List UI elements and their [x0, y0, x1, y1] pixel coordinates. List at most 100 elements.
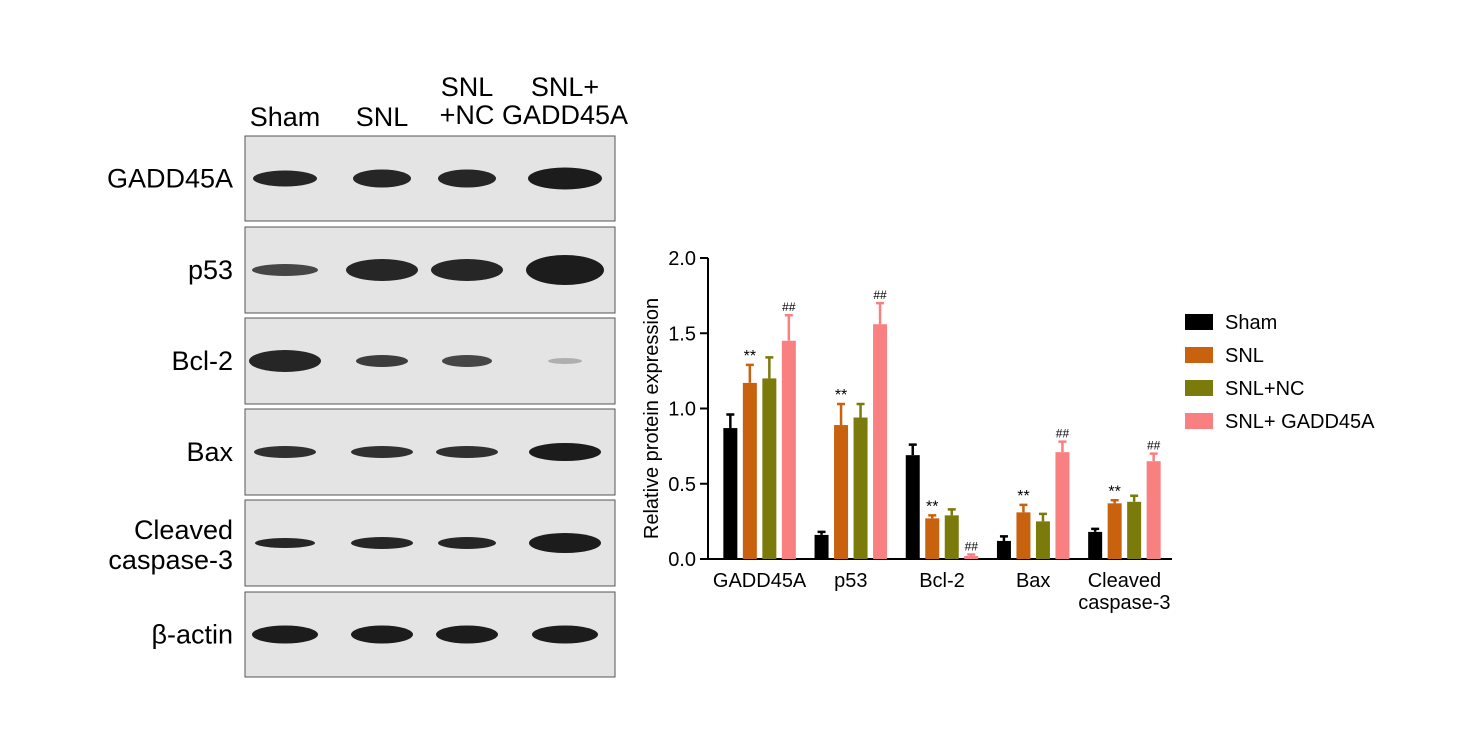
lane-label: Sham: [250, 102, 321, 132]
band: [436, 446, 498, 458]
error-bar: [726, 413, 735, 429]
bar: [1107, 503, 1122, 559]
band: [548, 358, 582, 364]
significance-label: **: [835, 387, 847, 404]
protein-label: Bcl-2: [171, 346, 233, 376]
y-tick-label: 0.5: [668, 474, 696, 496]
band: [249, 350, 321, 372]
error-bar: [1058, 440, 1067, 453]
band: [438, 537, 496, 549]
significance-label: ##: [965, 539, 979, 553]
band: [346, 259, 418, 281]
y-tick-label: 2.0: [668, 248, 696, 270]
protein-label: β-actin: [151, 620, 233, 650]
bar: [964, 555, 979, 559]
bar: [723, 428, 738, 559]
band: [442, 355, 492, 367]
significance-label: **: [1017, 488, 1029, 505]
error-bar: [1038, 512, 1047, 522]
error-bar: [967, 553, 976, 556]
bar: [1088, 531, 1103, 559]
significance-label: **: [1108, 483, 1120, 500]
error-bar: [947, 508, 956, 516]
bar: [873, 324, 888, 559]
bar: [944, 515, 959, 559]
bar: [1055, 452, 1070, 559]
error-bar: [908, 443, 917, 456]
legend-swatch: [1185, 413, 1213, 429]
error-bar: [876, 301, 885, 325]
band: [436, 625, 498, 644]
significance-label: **: [744, 348, 756, 365]
x-tick-label: p53: [834, 570, 867, 592]
band: [529, 533, 601, 553]
bar: [814, 534, 829, 559]
legend-label: SNL: [1225, 345, 1264, 367]
bar: [762, 378, 777, 559]
error-bar: [856, 402, 865, 418]
significance-label: ##: [782, 300, 796, 314]
bar: [853, 417, 868, 559]
x-tick-label: GADD45A: [713, 570, 807, 592]
error-bar: [837, 402, 846, 426]
band: [253, 170, 317, 187]
protein-label: GADD45A: [107, 164, 233, 194]
y-tick-label: 1.5: [668, 323, 696, 345]
band: [526, 255, 604, 285]
legend-label: Sham: [1225, 312, 1277, 334]
error-bar: [817, 530, 826, 535]
band: [438, 169, 496, 188]
x-tick-label: Bcl-2: [919, 570, 965, 592]
legend-swatch: [1185, 347, 1213, 363]
bar: [1127, 501, 1142, 559]
error-bar: [1149, 452, 1158, 462]
bar: [996, 540, 1011, 559]
band: [252, 625, 318, 644]
bar: [925, 518, 940, 559]
bar: [1016, 512, 1031, 559]
protein-label: Bax: [186, 437, 233, 467]
band: [353, 169, 411, 188]
x-tick-label: Cleaved caspase-3: [1078, 570, 1170, 614]
error-bar: [928, 514, 937, 519]
band: [254, 446, 316, 458]
bar: [742, 382, 757, 559]
significance-label: **: [926, 498, 938, 515]
band: [532, 625, 598, 644]
y-tick-label: 1.0: [668, 399, 696, 421]
bar: [834, 425, 849, 559]
legend-swatch: [1185, 380, 1213, 396]
bar: [1146, 461, 1161, 559]
significance-label: ##: [1147, 439, 1161, 453]
band: [252, 264, 318, 276]
lane-label: SNL: [356, 102, 409, 132]
error-bar: [1019, 503, 1028, 513]
legend-label: SNL+ GADD45A: [1225, 411, 1375, 433]
bar: [905, 455, 920, 559]
lane-label: SNL +NC: [440, 72, 495, 130]
error-bar: [1130, 494, 1139, 502]
band: [431, 259, 503, 281]
bar: [781, 340, 796, 559]
error-bar: [999, 535, 1008, 541]
band: [529, 443, 601, 461]
lane-label: SNL+ GADD45A: [502, 72, 628, 130]
band: [255, 538, 315, 548]
error-bar: [765, 356, 774, 379]
band: [528, 167, 602, 190]
legend-swatch: [1185, 314, 1213, 330]
x-tick-label: Bax: [1016, 570, 1050, 592]
error-bar: [784, 313, 793, 341]
legend-label: SNL+NC: [1225, 378, 1304, 400]
band: [356, 355, 408, 367]
band: [351, 625, 413, 644]
significance-label: ##: [1056, 427, 1070, 441]
protein-label: p53: [188, 255, 233, 285]
protein-label: Cleaved caspase-3: [108, 515, 233, 575]
error-bar: [745, 363, 754, 383]
error-bar: [1091, 527, 1100, 532]
band: [351, 537, 413, 549]
